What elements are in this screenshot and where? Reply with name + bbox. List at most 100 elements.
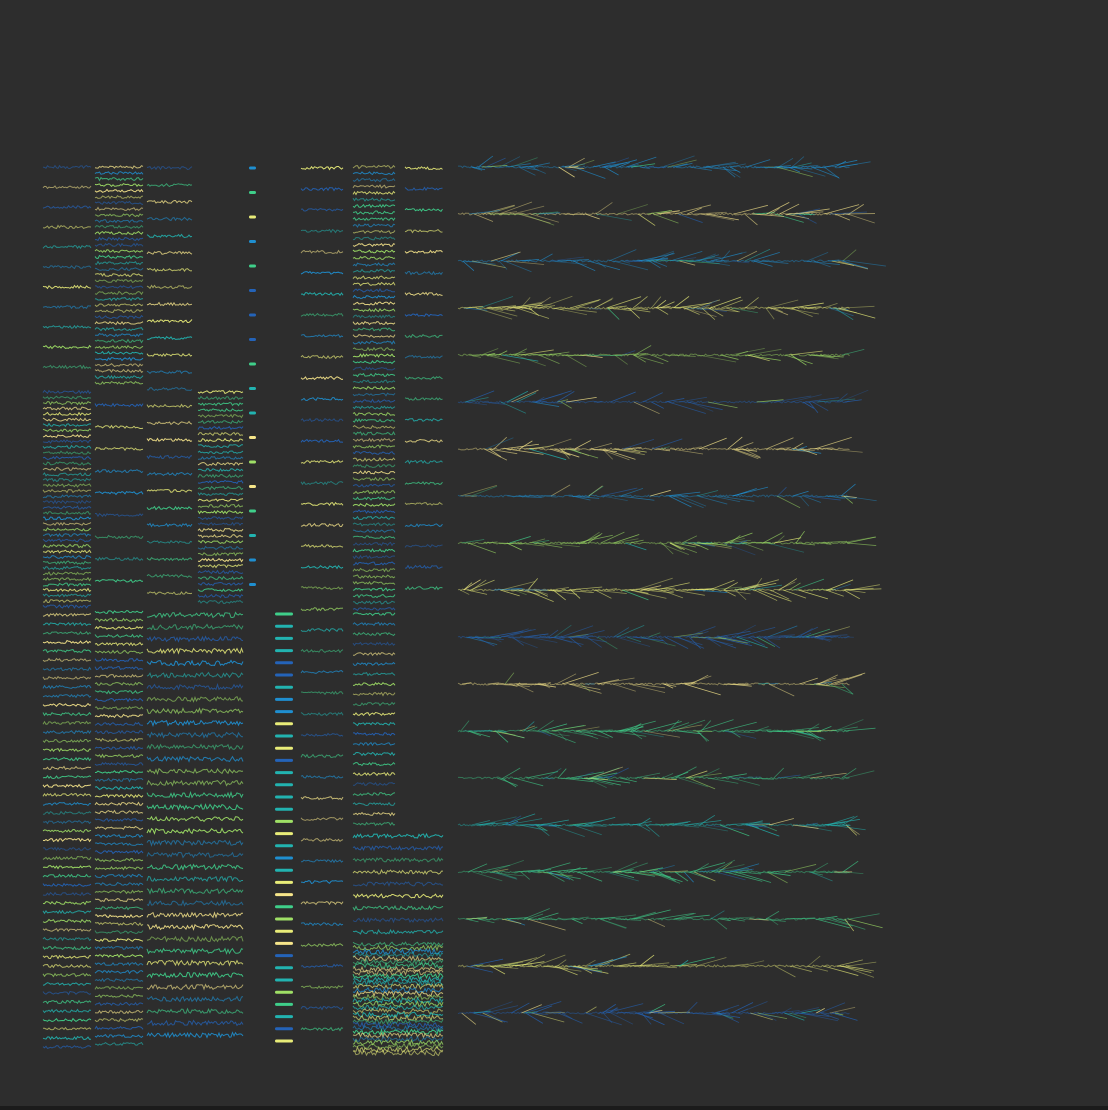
trace-row — [300, 1026, 344, 1032]
trace-row — [42, 516, 92, 521]
stroke-mark — [589, 448, 617, 452]
stroke-mark — [561, 1012, 573, 1020]
stroke-mark — [805, 628, 831, 638]
stroke-mark — [785, 213, 810, 220]
trace-row — [300, 522, 344, 528]
trace-row — [353, 652, 396, 657]
stroke-mark — [601, 162, 627, 168]
trace-row — [352, 236, 396, 241]
stroke-mark — [601, 487, 638, 497]
stroke-mark — [793, 166, 826, 177]
trace-row — [94, 865, 144, 871]
stroke-mark — [538, 912, 559, 920]
stroke-mark — [539, 253, 553, 262]
stroke-mark — [795, 730, 822, 733]
trace-row — [404, 166, 443, 171]
stroke-mark — [604, 588, 618, 591]
stroke-mark — [584, 817, 616, 826]
stroke-mark — [703, 162, 739, 168]
stroke-mark — [586, 729, 613, 732]
trace-row — [352, 979, 444, 987]
stroke-mark — [741, 960, 765, 967]
trace-row — [146, 707, 244, 715]
stroke-mark — [570, 771, 604, 779]
stroke-mark — [525, 1012, 544, 1024]
stroke-mark — [514, 304, 543, 309]
stroke-mark — [615, 636, 651, 647]
trace-row — [42, 560, 92, 565]
dot-marker — [275, 783, 293, 787]
trace-row — [94, 374, 144, 380]
trace-row — [352, 983, 444, 991]
dot-marker — [249, 338, 256, 341]
stroke-mark — [737, 626, 776, 638]
trace-row — [42, 792, 92, 797]
stroke-mark — [765, 910, 780, 920]
trace-row — [352, 509, 396, 514]
stroke-mark — [674, 824, 699, 828]
stroke-mark — [480, 348, 499, 356]
stroke-mark — [600, 531, 625, 544]
stroke-mark — [799, 677, 818, 685]
trace-row — [352, 255, 396, 260]
trace-row — [197, 425, 244, 430]
trace-row — [404, 376, 443, 380]
trace-row — [94, 338, 144, 344]
stroke-mark — [478, 864, 511, 873]
trace-row — [94, 402, 144, 408]
stroke-mark — [485, 437, 514, 450]
stroke-mark — [790, 394, 822, 403]
trace-row — [146, 335, 193, 340]
stroke-mark — [660, 589, 684, 599]
stroke-mark — [811, 166, 840, 178]
stroke-mark — [741, 542, 771, 544]
trace-row — [94, 213, 144, 218]
stroke-mark — [610, 391, 636, 403]
stroke-mark — [488, 354, 500, 358]
stroke-mark — [812, 401, 829, 411]
trace-row — [146, 233, 193, 239]
stroke-mark — [618, 495, 655, 501]
trace-row — [42, 549, 92, 554]
trace-row — [94, 906, 144, 911]
trace-row — [352, 969, 444, 977]
trace-row — [352, 496, 396, 501]
stroke-mark — [469, 916, 488, 920]
stroke-mark — [639, 867, 663, 873]
stroke-mark — [706, 824, 744, 831]
stroke-mark — [576, 730, 597, 735]
trace-row — [352, 928, 444, 935]
stroke-mark — [823, 965, 859, 976]
stroke-mark — [714, 918, 728, 930]
dot-marker — [249, 411, 256, 415]
stroke-mark — [738, 540, 748, 544]
stroke-mark — [678, 777, 709, 788]
trace-row — [42, 305, 92, 310]
stroke-mark — [595, 202, 613, 215]
trace-row — [300, 270, 344, 275]
trace-row — [94, 368, 144, 373]
stroke-mark — [467, 730, 482, 736]
stroke-mark — [777, 774, 801, 779]
stroke-mark — [584, 866, 612, 873]
stroke-mark — [673, 296, 690, 309]
trace-row — [146, 659, 244, 667]
trace-row — [42, 538, 92, 543]
stroke-mark — [486, 305, 516, 309]
trace-row — [352, 844, 444, 852]
stroke-mark — [747, 824, 768, 828]
trace-row — [42, 810, 92, 815]
stroke-mark — [832, 1012, 858, 1021]
stroke-mark — [727, 436, 743, 450]
trace-row — [146, 935, 244, 943]
stroke-mark — [784, 354, 813, 365]
stroke-mark — [557, 768, 567, 779]
trace-row — [404, 501, 443, 506]
stroke-mark — [477, 822, 509, 826]
stroke-mark — [792, 730, 826, 740]
trace-row — [404, 396, 443, 401]
stroke-mark — [507, 448, 544, 455]
stroke-mark — [607, 767, 629, 779]
trace-row — [197, 413, 244, 419]
stroke-mark — [649, 1009, 663, 1014]
